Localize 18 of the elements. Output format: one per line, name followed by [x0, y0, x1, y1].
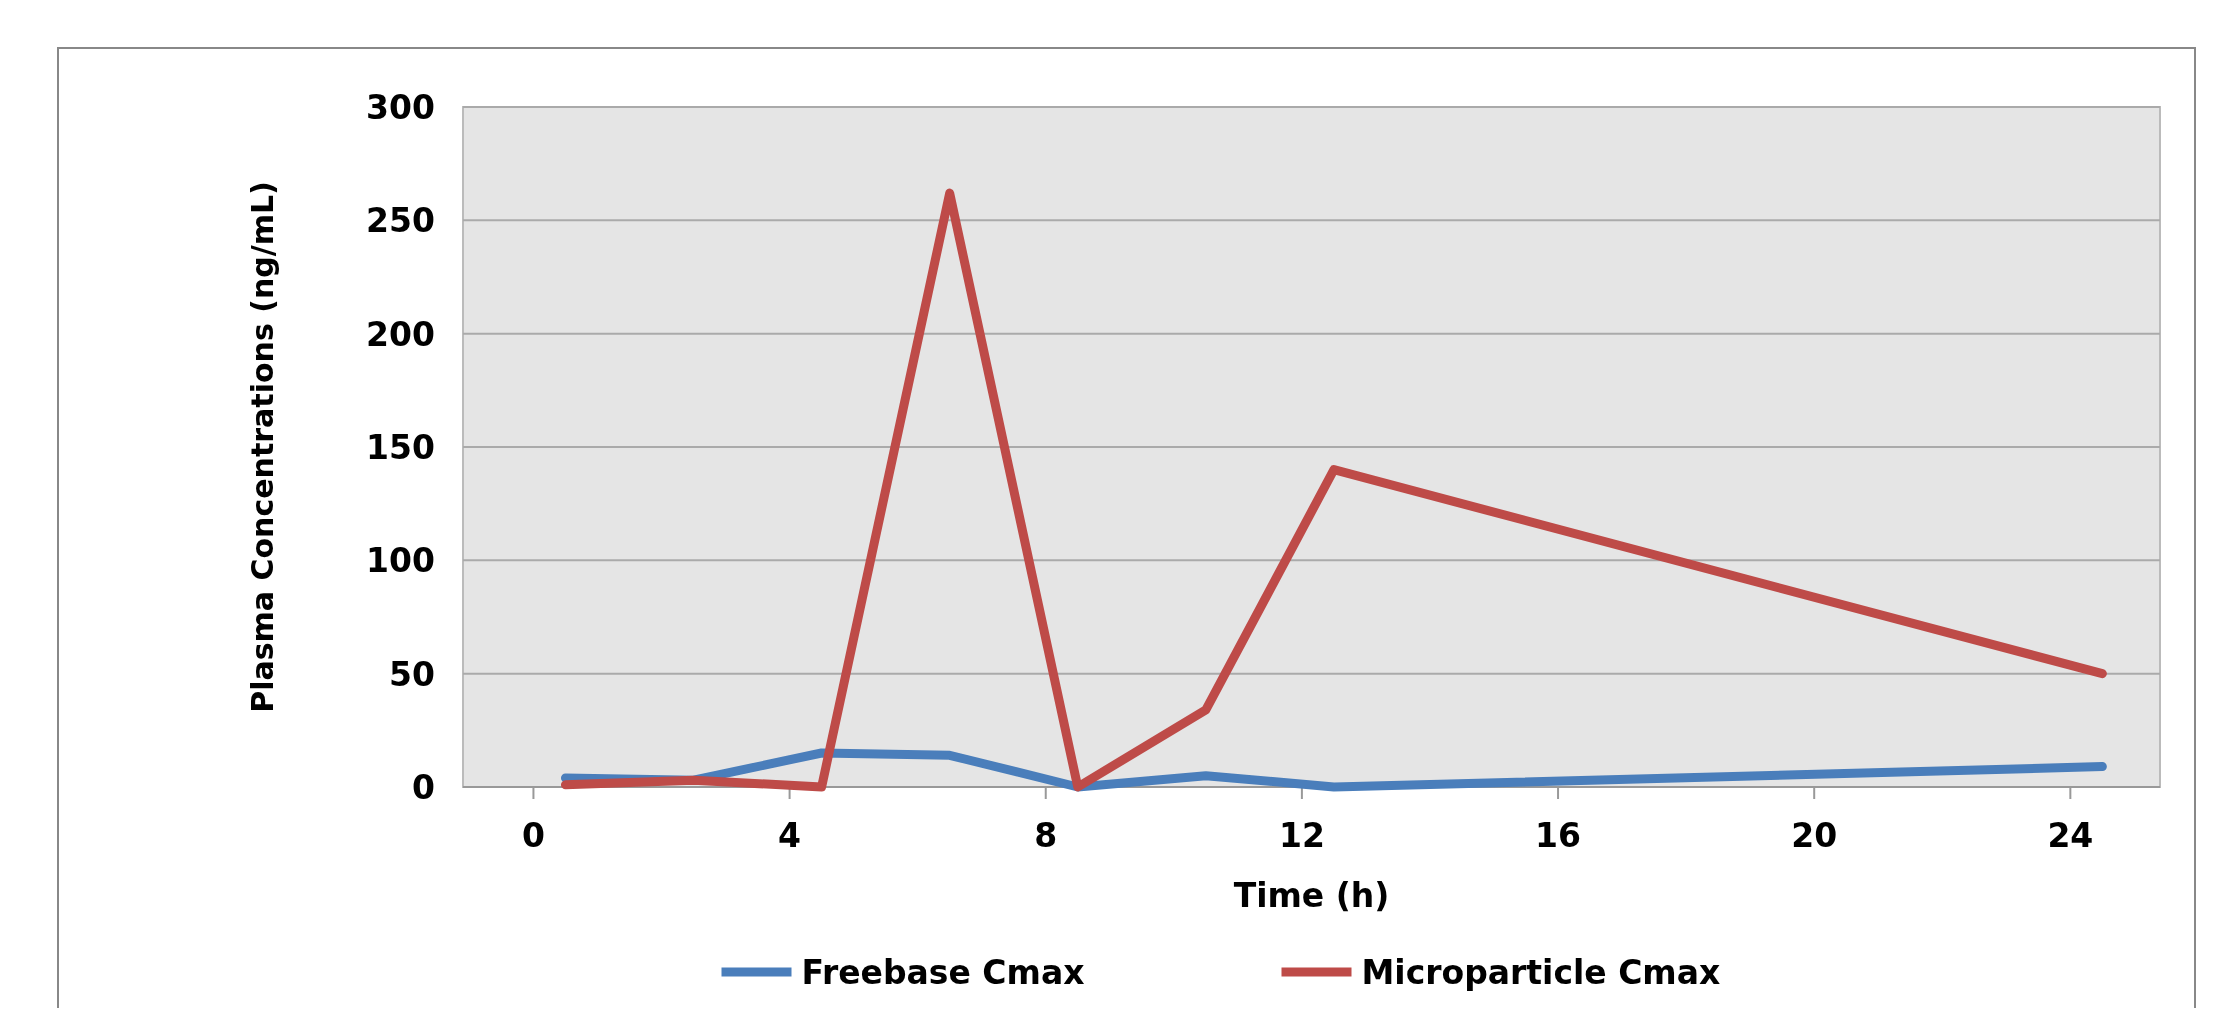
y-tick-label: 200 [366, 314, 435, 354]
x-tick-label: 12 [1278, 816, 1325, 855]
y-tick-label: 150 [366, 428, 435, 467]
y-tick-label: 100 [366, 541, 435, 581]
y-tick-label: 0 [412, 768, 435, 807]
x-tick-label: 24 [2047, 816, 2094, 855]
legend-label: Freebase Cmax [801, 953, 1085, 992]
x-tick-label: 4 [778, 816, 802, 855]
x-tick-label: 20 [1791, 816, 1838, 855]
y-axis-title: Plasma Concentrations (ng/mL) [245, 181, 280, 713]
x-tick-label: 0 [521, 816, 545, 855]
x-axis-title: Time (h) [1233, 876, 1390, 915]
x-tick-label: 8 [1034, 816, 1058, 855]
y-tick-label: 250 [366, 201, 435, 241]
y-tick-label: 50 [389, 654, 435, 694]
x-tick-label: 16 [1535, 816, 1582, 855]
y-tick-label: 300 [366, 88, 435, 127]
legend-label: Microparticle Cmax [1361, 953, 1721, 992]
